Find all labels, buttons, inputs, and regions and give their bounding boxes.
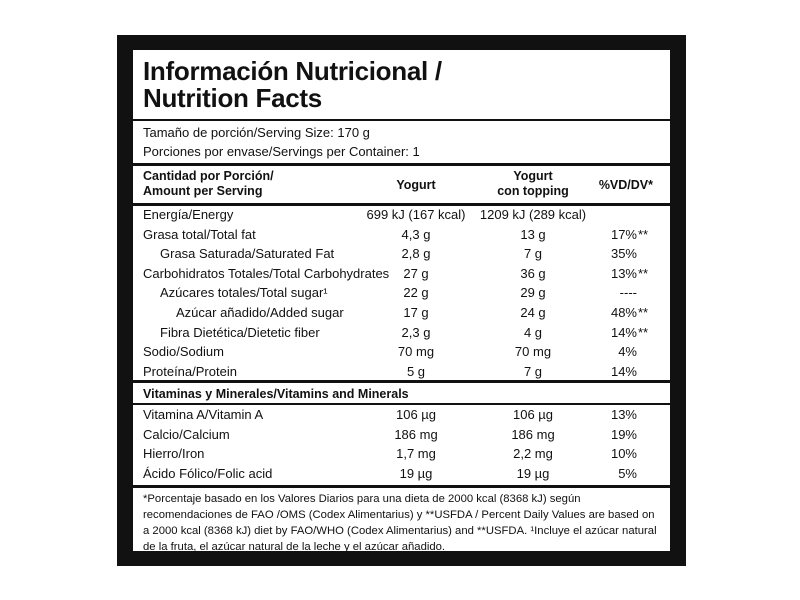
- nutrient-label: Sodio/Sodium: [143, 344, 224, 360]
- value-topping: 4 g: [523, 324, 543, 340]
- nutrient-label: Hierro/Iron: [143, 446, 205, 462]
- daily-value-note: **: [638, 226, 649, 242]
- daily-value: 13%: [610, 265, 637, 281]
- value-yogurt: 27 g: [403, 265, 429, 281]
- serving-size: Tamaño de porción/Serving Size: 170 g: [143, 125, 370, 140]
- value-yogurt: 70 mg: [397, 344, 435, 360]
- column-header: Yogurt: [396, 178, 436, 192]
- value-topping: 186 mg: [511, 426, 555, 442]
- column-header: %VD/DV*: [598, 178, 653, 192]
- nutrient-label: Azúcar añadido/Added sugar: [176, 305, 344, 320]
- value-yogurt: 22 g: [403, 285, 429, 301]
- daily-value: 35%: [610, 246, 637, 262]
- value-topping: 7 g: [523, 363, 543, 379]
- column-header: con topping: [497, 184, 569, 198]
- daily-value: 14%: [610, 324, 637, 340]
- daily-value: 14%: [610, 363, 637, 379]
- value-topping: 2,2 mg: [513, 446, 553, 462]
- value-topping: 36 g: [520, 265, 546, 281]
- footnote: *Porcentaje basado en los Valores Diario…: [143, 493, 657, 553]
- rule: [133, 403, 670, 405]
- daily-value: 5%: [618, 465, 637, 481]
- nutrient-label: Fibra Dietética/Dietetic fiber: [160, 324, 320, 340]
- value-yogurt: 186 mg: [394, 426, 438, 442]
- daily-value: ----: [619, 285, 637, 301]
- value-topping: 106 µg: [512, 407, 554, 422]
- value-topping: 7 g: [523, 246, 543, 262]
- value-yogurt: 106 µg: [395, 407, 437, 422]
- value-yogurt: 17 g: [403, 305, 429, 320]
- value-topping: 1209 kJ (289 kcal): [479, 207, 587, 222]
- column-header: Amount per Serving: [143, 184, 263, 198]
- nutrient-label: Vitamina A/Vitamin A: [143, 407, 264, 422]
- nutrient-label: Calcio/Calcium: [143, 426, 230, 442]
- rule: [133, 163, 670, 166]
- rule: [133, 485, 670, 488]
- nutrient-label: Proteína/Protein: [143, 363, 237, 379]
- title: Nutrition Facts: [143, 83, 322, 113]
- value-yogurt: 699 kJ (167 kcal): [366, 207, 466, 222]
- daily-value: 13%: [610, 407, 637, 422]
- value-yogurt: 5 g: [406, 363, 426, 379]
- daily-value: 48%: [610, 305, 637, 320]
- nutrient-label: Carbohidratos Totales/Total Carbohydrate…: [143, 265, 390, 281]
- rule: [133, 119, 670, 121]
- label-border: Información Nutricional / Nutrition Fact…: [117, 35, 686, 566]
- nutrient-label: Energía/Energy: [143, 207, 234, 222]
- value-yogurt: 2,8 g: [401, 246, 431, 262]
- daily-value: 17%: [610, 226, 637, 242]
- rule: [133, 380, 670, 383]
- title: Información Nutricional /: [143, 56, 442, 86]
- section-title: Vitaminas y Minerales/Vitamins and Miner…: [143, 387, 409, 401]
- daily-value: 10%: [610, 446, 637, 462]
- daily-value: 19%: [610, 426, 637, 442]
- column-header: Cantidad por Porción/: [143, 169, 274, 183]
- column-header: Yogurt: [513, 169, 553, 183]
- daily-value: 4%: [618, 344, 637, 360]
- rule: [133, 203, 670, 206]
- value-topping: 13 g: [520, 226, 546, 242]
- label: Información Nutricional / Nutrition Fact…: [133, 50, 670, 553]
- value-topping: 29 g: [520, 285, 546, 301]
- nutrient-label: Ácido Fólico/Folic acid: [143, 465, 273, 481]
- value-yogurt: 19 µg: [399, 465, 433, 481]
- daily-value-note: **: [638, 265, 649, 281]
- value-yogurt: 2,3 g: [401, 324, 431, 340]
- value-yogurt: 4,3 g: [401, 226, 431, 242]
- nutrient-label: Grasa total/Total fat: [143, 226, 256, 242]
- daily-value-note: **: [638, 324, 649, 340]
- value-topping: 19 µg: [516, 465, 550, 481]
- daily-value-note: **: [638, 305, 649, 320]
- value-topping: 70 mg: [514, 344, 552, 360]
- servings-per-container: Porciones por envase/Servings per Contai…: [143, 144, 420, 159]
- value-topping: 24 g: [520, 305, 546, 320]
- nutrient-label: Azúcares totales/Total sugar¹: [160, 285, 328, 301]
- value-yogurt: 1,7 mg: [396, 446, 436, 462]
- nutrient-label: Grasa Saturada/Saturated Fat: [160, 246, 335, 262]
